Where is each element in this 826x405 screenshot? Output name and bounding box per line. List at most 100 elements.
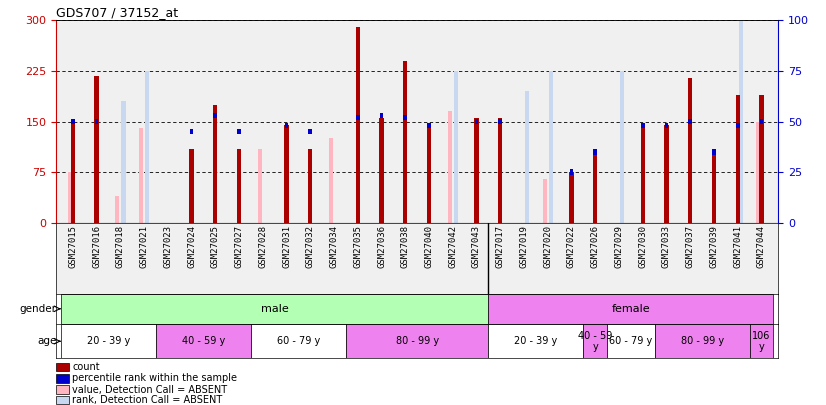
Bar [712, 155, 716, 223]
Bar [427, 125, 431, 223]
Text: GSM27024: GSM27024 [187, 225, 196, 268]
Bar [258, 149, 262, 223]
Bar [543, 179, 547, 223]
Text: GSM27032: GSM27032 [306, 225, 315, 268]
Text: GSM27043: GSM27043 [472, 225, 481, 268]
Bar [448, 111, 452, 223]
Bar [56, 363, 69, 371]
Text: count: count [72, 362, 100, 372]
Text: GSM27038: GSM27038 [401, 225, 410, 268]
Bar [475, 119, 478, 124]
Bar [56, 386, 69, 394]
Bar [121, 101, 126, 223]
Bar [403, 115, 407, 120]
Bar [570, 169, 573, 175]
Text: GSM27016: GSM27016 [92, 225, 101, 268]
Bar [145, 71, 150, 223]
Text: value, Detection Call = ABSENT: value, Detection Call = ABSENT [72, 385, 227, 394]
Bar [61, 324, 156, 358]
Text: female: female [611, 304, 650, 314]
Text: GSM27018: GSM27018 [116, 225, 125, 268]
Text: age: age [37, 336, 57, 346]
Bar [139, 128, 143, 223]
Bar [593, 152, 597, 223]
Bar [213, 113, 217, 118]
Bar [712, 149, 716, 155]
Bar [56, 374, 69, 383]
Bar [664, 125, 668, 223]
Text: 106
y: 106 y [752, 331, 771, 352]
Text: 80 - 99 y: 80 - 99 y [396, 336, 439, 346]
Bar [189, 149, 193, 223]
Bar [548, 71, 553, 223]
Text: 40 - 59
y: 40 - 59 y [578, 331, 612, 352]
Bar [95, 119, 98, 124]
Text: GSM27015: GSM27015 [69, 225, 78, 268]
Bar [68, 172, 72, 223]
Text: gender: gender [20, 304, 57, 314]
Text: GSM27027: GSM27027 [235, 225, 244, 268]
Bar [607, 324, 655, 358]
Text: GSM27040: GSM27040 [425, 225, 434, 268]
Bar [688, 119, 692, 124]
Text: percentile rank within the sample: percentile rank within the sample [72, 373, 237, 384]
Text: GSM27017: GSM27017 [496, 225, 505, 268]
Text: GSM27041: GSM27041 [733, 225, 743, 268]
Bar [379, 118, 383, 223]
Bar [665, 123, 668, 128]
Bar [427, 123, 431, 128]
Text: GSM27033: GSM27033 [662, 225, 671, 268]
Bar [757, 122, 761, 223]
Bar [569, 172, 573, 223]
Text: GSM27026: GSM27026 [591, 225, 600, 268]
Bar [346, 324, 488, 358]
Bar [115, 196, 119, 223]
Bar [356, 27, 360, 223]
Bar [61, 294, 488, 324]
Text: GDS707 / 37152_at: GDS707 / 37152_at [56, 6, 178, 19]
Text: rank, Detection Call = ABSENT: rank, Detection Call = ABSENT [72, 395, 222, 405]
Text: 80 - 99 y: 80 - 99 y [681, 336, 724, 346]
Text: GSM27044: GSM27044 [757, 225, 766, 268]
Text: GSM27021: GSM27021 [140, 225, 149, 268]
Bar [736, 94, 740, 223]
Bar [156, 324, 251, 358]
Text: GSM27023: GSM27023 [164, 225, 173, 268]
Bar [453, 71, 458, 223]
Bar [688, 78, 692, 223]
Text: GSM27042: GSM27042 [449, 225, 458, 268]
Text: GSM27030: GSM27030 [638, 225, 648, 268]
Bar [760, 119, 763, 124]
Text: GSM27029: GSM27029 [615, 225, 624, 268]
Text: 60 - 79 y: 60 - 79 y [277, 336, 320, 346]
Text: GSM27022: GSM27022 [567, 225, 576, 268]
Bar [308, 129, 312, 134]
Bar [488, 324, 583, 358]
Bar [56, 396, 69, 404]
Bar [583, 324, 607, 358]
Bar [488, 294, 773, 324]
Text: GSM27034: GSM27034 [330, 225, 339, 268]
Bar [94, 76, 98, 223]
Bar [738, 0, 743, 223]
Bar [237, 149, 241, 223]
Bar [284, 125, 288, 223]
Text: GSM27025: GSM27025 [211, 225, 220, 268]
Bar [251, 324, 346, 358]
Bar [71, 119, 74, 124]
Text: 20 - 39 y: 20 - 39 y [87, 336, 130, 346]
Text: GSM27036: GSM27036 [377, 225, 386, 268]
Text: GSM27039: GSM27039 [710, 225, 719, 268]
Bar [750, 324, 773, 358]
Bar [525, 91, 529, 223]
Text: GSM27035: GSM27035 [354, 225, 363, 268]
Bar [498, 119, 502, 124]
Text: GSM27028: GSM27028 [259, 225, 268, 268]
Bar [654, 324, 750, 358]
Text: 40 - 59 y: 40 - 59 y [182, 336, 225, 346]
Text: GSM27020: GSM27020 [544, 225, 553, 268]
Bar [380, 113, 383, 118]
Bar [308, 149, 312, 223]
Bar [403, 61, 407, 223]
Bar [474, 118, 478, 223]
